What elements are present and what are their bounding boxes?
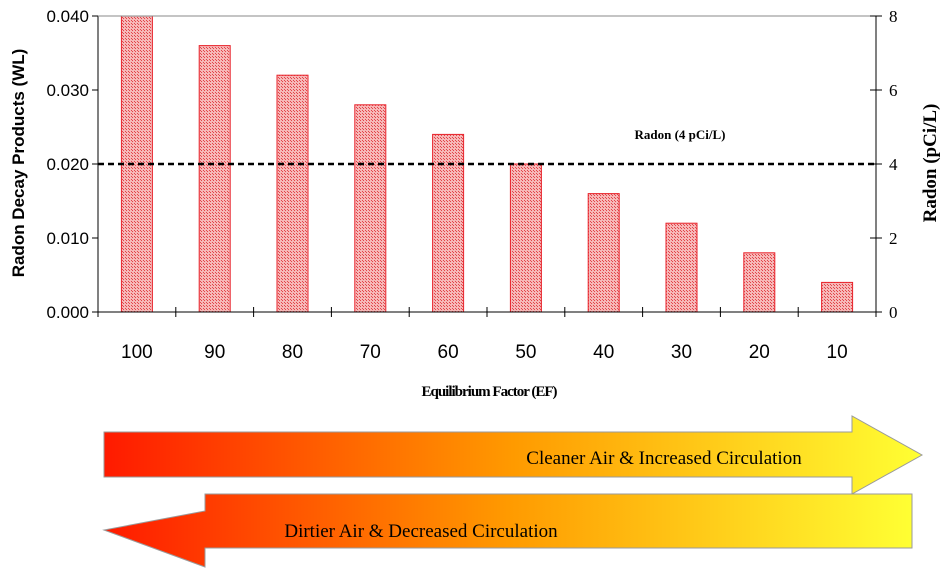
bar-70 (354, 104, 387, 313)
x-axis-title: Equilibrium Factor (EF) (421, 384, 557, 400)
x-tick-label: 10 (827, 342, 848, 363)
dirtier-air-arrow (102, 493, 913, 568)
y-tick-label: 0.040 (46, 7, 89, 26)
y-tick-label: 0.030 (46, 81, 89, 100)
y-tick-label: 0.010 (46, 229, 89, 248)
cleaner-air-arrow (103, 415, 924, 495)
x-tick-label: 60 (438, 342, 459, 363)
bar-50 (509, 163, 542, 313)
y2-tick-label: 2 (889, 229, 898, 248)
reference-line-label: Radon (4 pCi/L) (634, 127, 725, 142)
x-tick-label: 90 (204, 342, 225, 363)
y-tick-label: 0.020 (46, 155, 89, 174)
y2-tick-label: 6 (889, 81, 898, 100)
x-tick-label: 40 (593, 342, 614, 363)
x-tick-label: 80 (282, 342, 303, 363)
bar-10 (821, 281, 854, 313)
y2-tick-label: 8 (889, 7, 898, 26)
bar-60 (432, 133, 465, 313)
y2-axis-title: Radon (pCi/L) (920, 104, 941, 223)
cleaner-air-arrow-label: Cleaner Air & Increased Circulation (526, 448, 802, 469)
x-tick-label: 100 (121, 342, 153, 363)
x-tick-label: 70 (360, 342, 381, 363)
x-tick-label: 50 (515, 342, 536, 363)
bars-group (120, 15, 854, 313)
y2-tick-label: 0 (889, 303, 898, 322)
y-axis-title: Radon Decay Products (WL) (9, 49, 28, 278)
x-tick-label: 30 (671, 342, 692, 363)
bar-20 (743, 252, 776, 313)
bar-90 (198, 45, 231, 313)
x-tick-label: 20 (749, 342, 770, 363)
dirtier-air-arrow-label: Dirtier Air & Decreased Circulation (284, 521, 558, 542)
bar-30 (665, 222, 698, 313)
bar-40 (587, 193, 620, 313)
bar-100 (120, 15, 153, 313)
y2-tick-label: 4 (889, 155, 898, 174)
bar-80 (276, 74, 309, 313)
y-tick-label: 0.000 (46, 303, 89, 322)
ticks-group: 100 90 80 70 60 50 40 30 20 100.0000.0100.0200.03… (46, 7, 898, 363)
